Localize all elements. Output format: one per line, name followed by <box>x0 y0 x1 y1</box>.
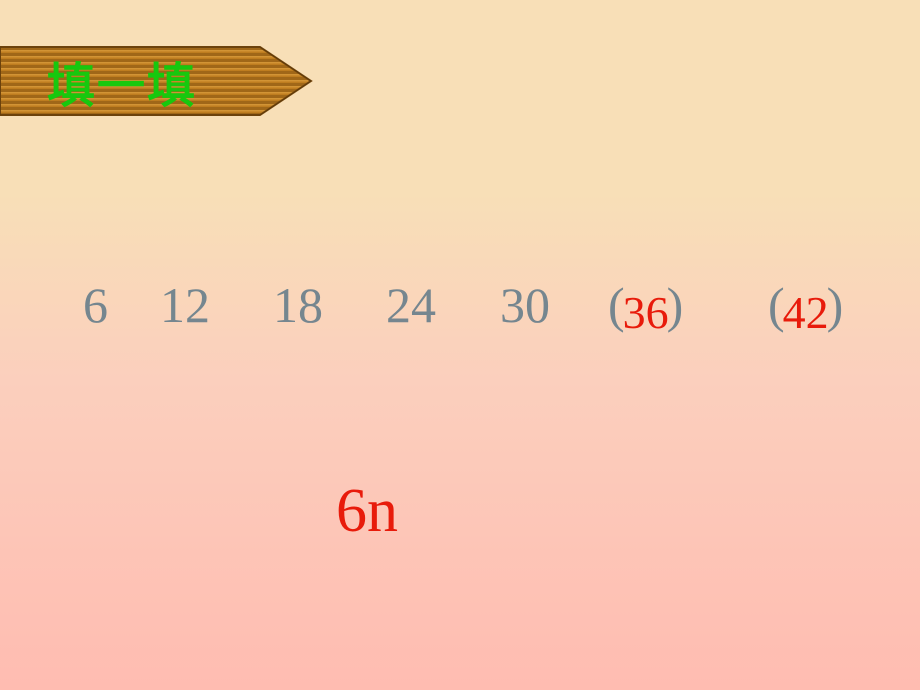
formula-text: 6n <box>336 476 398 547</box>
blank-2: (42) <box>768 276 843 334</box>
close-paren-2: ) <box>827 277 844 333</box>
answer-1: 36 <box>623 287 669 338</box>
sequence-item-5: 30 <box>500 276 550 334</box>
sequence-item-4: 24 <box>386 276 436 334</box>
title-banner: 填一填 <box>0 44 314 118</box>
sequence-item-3: 18 <box>273 276 323 334</box>
close-paren-1: ) <box>667 277 684 333</box>
sequence-item-2: 12 <box>160 276 210 334</box>
banner-title: 填一填 <box>47 46 197 116</box>
answer-2: 42 <box>783 287 829 338</box>
blank-1: (36) <box>608 276 683 334</box>
sequence-item-1: 6 <box>83 276 108 334</box>
